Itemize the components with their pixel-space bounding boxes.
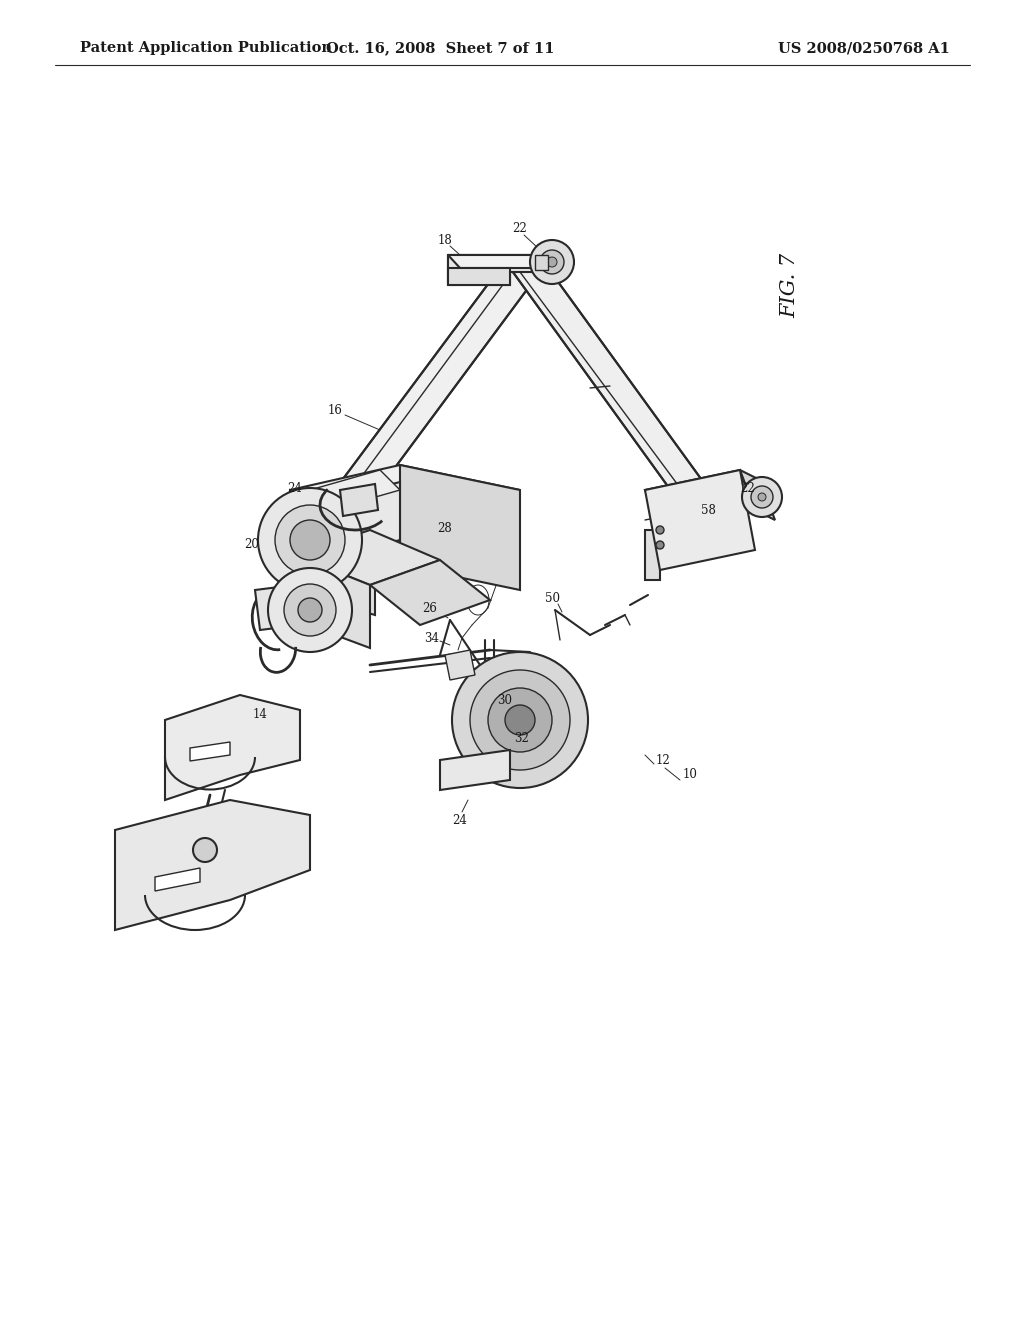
Circle shape	[742, 477, 782, 517]
Circle shape	[452, 652, 588, 788]
Circle shape	[656, 541, 664, 549]
Text: 14: 14	[253, 709, 267, 722]
Text: US 2008/0250768 A1: US 2008/0250768 A1	[778, 41, 950, 55]
Polygon shape	[445, 649, 475, 680]
Text: 22: 22	[513, 222, 527, 235]
Polygon shape	[645, 470, 755, 531]
Circle shape	[758, 492, 766, 502]
Circle shape	[751, 486, 773, 508]
Circle shape	[275, 506, 345, 576]
Polygon shape	[740, 470, 775, 520]
Polygon shape	[295, 531, 440, 585]
Circle shape	[547, 257, 557, 267]
Polygon shape	[305, 268, 540, 535]
Circle shape	[284, 583, 336, 636]
Polygon shape	[290, 490, 375, 615]
Circle shape	[656, 525, 664, 535]
Polygon shape	[370, 560, 490, 624]
Polygon shape	[510, 268, 720, 510]
Polygon shape	[155, 869, 200, 891]
Text: 24: 24	[453, 813, 467, 826]
Polygon shape	[449, 255, 548, 282]
Text: Patent Application Publication: Patent Application Publication	[80, 41, 332, 55]
Polygon shape	[535, 255, 548, 271]
Polygon shape	[295, 554, 370, 648]
Polygon shape	[449, 268, 510, 285]
Circle shape	[258, 488, 362, 591]
Polygon shape	[449, 255, 548, 268]
Circle shape	[488, 688, 552, 752]
Polygon shape	[280, 510, 340, 570]
Polygon shape	[440, 750, 510, 789]
Circle shape	[268, 568, 352, 652]
Text: 22: 22	[740, 482, 756, 495]
Text: 26: 26	[423, 602, 437, 615]
Polygon shape	[255, 585, 300, 630]
Polygon shape	[400, 465, 520, 590]
Circle shape	[290, 520, 330, 560]
Text: 24: 24	[288, 482, 302, 495]
Text: 12: 12	[655, 754, 671, 767]
Text: 58: 58	[700, 503, 716, 516]
Circle shape	[470, 671, 570, 770]
Polygon shape	[340, 484, 378, 516]
Polygon shape	[645, 531, 660, 579]
Polygon shape	[115, 800, 310, 931]
Circle shape	[193, 838, 217, 862]
Circle shape	[530, 240, 574, 284]
Circle shape	[505, 705, 535, 735]
Text: 18: 18	[437, 234, 453, 247]
Text: 28: 28	[437, 521, 453, 535]
Text: 16: 16	[328, 404, 342, 417]
Polygon shape	[743, 480, 758, 498]
Polygon shape	[330, 482, 400, 558]
Polygon shape	[290, 465, 520, 515]
Circle shape	[540, 249, 564, 275]
Text: Oct. 16, 2008  Sheet 7 of 11: Oct. 16, 2008 Sheet 7 of 11	[326, 41, 554, 55]
Circle shape	[298, 598, 322, 622]
Text: 20: 20	[245, 539, 259, 552]
Text: 34: 34	[425, 631, 439, 644]
Polygon shape	[165, 696, 300, 800]
Text: 50: 50	[546, 591, 560, 605]
Text: 32: 32	[515, 731, 529, 744]
Text: 30: 30	[498, 693, 512, 706]
Polygon shape	[310, 470, 400, 510]
Polygon shape	[645, 470, 755, 570]
Text: FIG. 7: FIG. 7	[780, 252, 800, 318]
Polygon shape	[190, 742, 230, 762]
Text: 10: 10	[683, 768, 697, 781]
